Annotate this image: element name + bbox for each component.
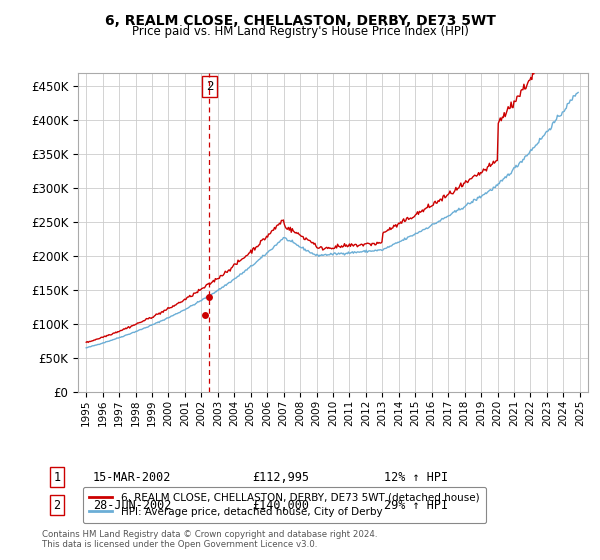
Text: £140,000: £140,000 (252, 498, 309, 512)
Text: Contains HM Land Registry data © Crown copyright and database right 2024.: Contains HM Land Registry data © Crown c… (42, 530, 377, 539)
Legend: 6, REALM CLOSE, CHELLASTON, DERBY, DE73 5WT (detached house), HPI: Average price: 6, REALM CLOSE, CHELLASTON, DERBY, DE73 … (83, 487, 485, 523)
Text: Price paid vs. HM Land Registry's House Price Index (HPI): Price paid vs. HM Land Registry's House … (131, 25, 469, 38)
Text: 2: 2 (53, 498, 61, 512)
Text: 6, REALM CLOSE, CHELLASTON, DERBY, DE73 5WT: 6, REALM CLOSE, CHELLASTON, DERBY, DE73 … (104, 14, 496, 28)
Text: 2: 2 (206, 80, 213, 93)
Text: 28-JUN-2002: 28-JUN-2002 (93, 498, 172, 512)
Text: 29% ↑ HPI: 29% ↑ HPI (384, 498, 448, 512)
Text: 15-MAR-2002: 15-MAR-2002 (93, 470, 172, 484)
Text: £112,995: £112,995 (252, 470, 309, 484)
Text: 1: 1 (53, 470, 61, 484)
Text: This data is licensed under the Open Government Licence v3.0.: This data is licensed under the Open Gov… (42, 540, 317, 549)
Text: 12% ↑ HPI: 12% ↑ HPI (384, 470, 448, 484)
